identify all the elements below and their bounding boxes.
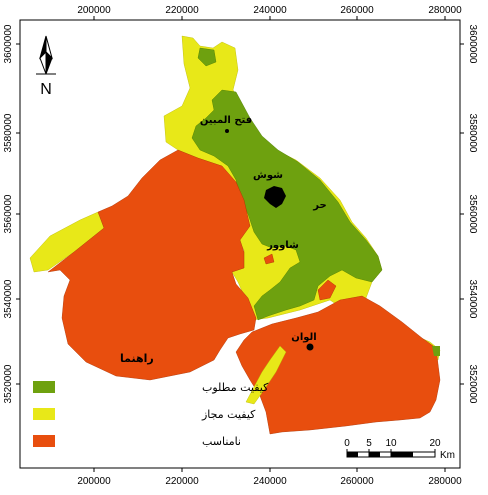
place-alvan: الوان (291, 332, 316, 343)
scale-unit: Km (440, 450, 455, 461)
legend-swatch-desirable (33, 381, 55, 393)
region-desirable-north (197, 47, 217, 67)
y-tick-right-2: 3580000 (467, 114, 478, 153)
scale-tick-0: 0 (344, 438, 350, 449)
scale-tick-20: 20 (429, 438, 441, 449)
y-tick-left-3: 3560000 (3, 194, 14, 233)
shush-urban-area (264, 186, 286, 208)
x-tick-top-3: 240000 (253, 5, 287, 16)
region-desirable-east-dot (432, 346, 440, 356)
fath-almobin-dot (225, 129, 229, 133)
frame-ticks (16, 16, 464, 472)
x-tick-bottom-5: 280000 (428, 476, 462, 487)
scale-tick-10: 10 (385, 438, 397, 449)
north-label: N (40, 81, 52, 98)
region-unsuitable-main (47, 149, 257, 381)
region-unsuitable-patch-1 (317, 279, 337, 301)
region-permissible-strip (245, 345, 287, 405)
y-tick-left-1: 3600000 (3, 24, 14, 63)
legend-label-permissible: کیفیت مجاز (201, 408, 256, 421)
place-shavur: شاوور (266, 240, 299, 251)
north-arrow-icon (36, 35, 56, 75)
x-tick-bottom-1: 200000 (77, 476, 111, 487)
x-tick-bottom-3: 240000 (253, 476, 287, 487)
legend-title: راهنما (120, 352, 154, 365)
alvan-urban-dot (306, 343, 314, 351)
x-tick-bottom-2: 220000 (165, 476, 199, 487)
legend-label-desirable: کیفیت مطلوب (202, 381, 269, 394)
x-tick-top-1: 200000 (77, 5, 111, 16)
place-shush: شوش (253, 170, 283, 181)
x-tick-top-2: 220000 (165, 5, 199, 16)
y-tick-right-3: 3560000 (467, 195, 478, 234)
y-tick-right-1: 3600000 (467, 25, 478, 64)
y-tick-left-5: 3520000 (3, 364, 14, 403)
y-tick-left-4: 3540000 (3, 279, 14, 318)
scale-bar (346, 449, 436, 458)
region-unsuitable-patch-2 (263, 253, 275, 265)
place-fath-almobin: فتح المبین (200, 115, 252, 126)
legend-label-unsuitable: نامناسب (202, 435, 241, 448)
x-tick-top-4: 260000 (340, 5, 374, 16)
x-tick-bottom-4: 260000 (340, 476, 374, 487)
x-tick-top-5: 280000 (428, 5, 462, 16)
scale-tick-5: 5 (366, 438, 372, 449)
y-tick-left-2: 3580000 (3, 113, 14, 152)
y-tick-right-5: 3520000 (467, 365, 478, 404)
region-desirable (191, 89, 383, 321)
legend-swatch-permissible (33, 408, 55, 420)
legend-swatch-unsuitable (33, 435, 55, 447)
place-hor: حر (312, 200, 326, 211)
y-tick-right-4: 3540000 (467, 280, 478, 319)
